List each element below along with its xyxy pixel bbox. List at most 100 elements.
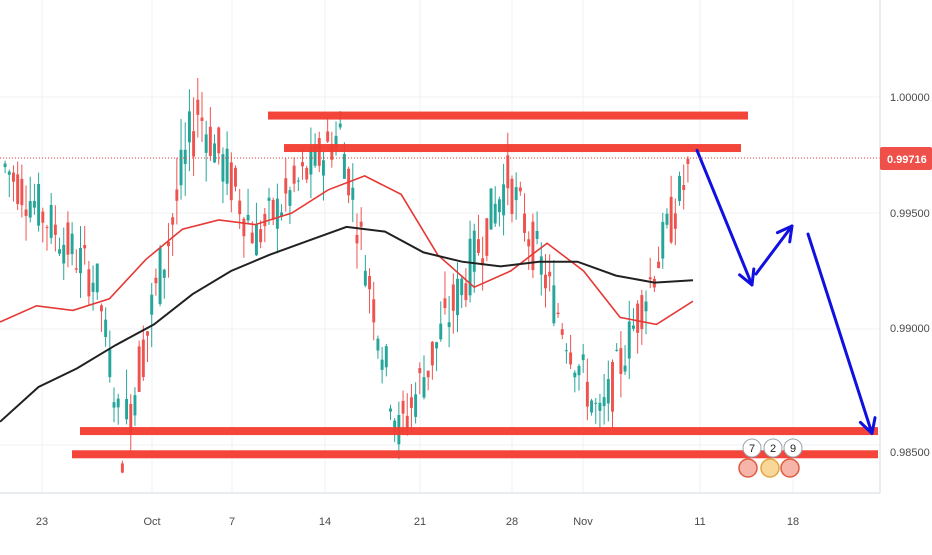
candle-body <box>179 149 183 186</box>
arrowhead <box>858 416 877 435</box>
candle-body <box>162 269 166 278</box>
horizontal-levels[interactable] <box>72 111 878 459</box>
candle-body <box>569 352 573 365</box>
price-axis[interactable]: 1.00000 0.99500 0.99000 0.98500 0.99716 <box>880 92 932 459</box>
economic-events[interactable]: 7 2 9 <box>738 438 803 478</box>
candle-body <box>146 331 149 336</box>
candle-body <box>45 226 49 228</box>
candle-body <box>594 402 598 404</box>
candle-body <box>263 213 267 227</box>
candle-body <box>678 175 681 201</box>
candle-body <box>476 239 480 253</box>
candle-body <box>321 160 325 176</box>
candle-body <box>217 127 221 154</box>
current-price-badge <box>880 147 932 170</box>
us-flag-icon <box>738 458 758 478</box>
candle-body <box>447 322 451 328</box>
candle-body <box>552 285 556 324</box>
event-badge-us[interactable]: 7 <box>738 438 762 478</box>
candle-body <box>20 178 24 206</box>
candle-body <box>125 398 129 420</box>
candle-body <box>7 171 11 175</box>
candle-body <box>468 238 472 296</box>
candle-body <box>506 155 510 189</box>
level-line-support-lower <box>72 450 878 459</box>
candle-body <box>238 200 242 215</box>
candle-body <box>644 301 648 312</box>
candle-body <box>83 244 87 249</box>
candle-body <box>12 172 15 182</box>
candle-body <box>518 187 522 192</box>
candle-body <box>234 167 237 187</box>
candle-body <box>158 247 162 304</box>
price-tick-label: 1.00000 <box>890 92 930 104</box>
time-axis[interactable]: 23 Oct 7 14 21 28 Nov 11 18 <box>36 516 799 528</box>
candle-body <box>523 213 526 233</box>
candle-body <box>229 162 233 201</box>
projection-arrow-down-2 <box>806 232 874 435</box>
candle-body <box>104 319 108 338</box>
candle-body <box>313 144 317 166</box>
candle-body <box>37 183 41 226</box>
ch-flag-icon <box>780 458 800 478</box>
candle-body <box>560 329 564 335</box>
candle-body <box>590 400 594 413</box>
arrowhead <box>775 224 794 244</box>
candle-body <box>213 143 217 163</box>
candle-body <box>296 180 300 182</box>
projection-arrows[interactable] <box>695 148 877 435</box>
event-badge-ch[interactable]: 9 <box>780 438 803 478</box>
event-badge-eu[interactable]: 2 <box>760 438 783 478</box>
level-line-resistance-top <box>268 111 748 120</box>
candle-body <box>472 230 476 272</box>
time-tick-label: Oct <box>143 516 160 528</box>
candle-body <box>456 278 459 316</box>
candle-body <box>284 178 288 194</box>
candle-body <box>259 229 263 243</box>
candle-body <box>95 263 99 293</box>
candle-body <box>493 203 497 224</box>
candle-body <box>661 221 665 259</box>
candle-body <box>627 321 631 359</box>
price-tick-label: 0.98500 <box>890 447 930 459</box>
candle-body <box>422 377 426 398</box>
candle-body <box>481 258 485 266</box>
time-tick-label: 11 <box>694 516 705 528</box>
candle-body <box>74 268 78 270</box>
candle-body <box>640 295 644 330</box>
candle-body <box>338 123 342 128</box>
candle-body <box>376 338 380 351</box>
candle-body <box>527 239 531 247</box>
event-count-bubble <box>742 438 762 458</box>
candle-body <box>405 415 409 429</box>
candle-body <box>137 346 141 392</box>
candle-body <box>611 361 614 412</box>
candle-body <box>326 131 330 142</box>
candle-body <box>288 190 292 206</box>
candle-body <box>648 277 652 280</box>
candle-body <box>615 349 619 351</box>
candle-body <box>70 233 74 255</box>
candle-body <box>414 394 418 417</box>
candle-body <box>460 278 464 296</box>
candles <box>3 77 690 474</box>
time-tick-label: Nov <box>573 516 593 528</box>
candle-body <box>598 402 602 411</box>
candle-body <box>577 365 581 376</box>
time-tick-label: 21 <box>414 516 426 528</box>
candle-body <box>200 117 204 121</box>
eu-flag-icon <box>760 458 780 478</box>
arrowhead <box>738 267 756 287</box>
candle-body <box>409 397 413 408</box>
candle-body <box>49 204 53 238</box>
candle-body <box>225 148 229 184</box>
candle-body <box>585 381 589 407</box>
candle-body <box>556 312 560 315</box>
candle-body <box>665 213 669 225</box>
price-tick-label: 0.99000 <box>890 323 930 335</box>
candle-body <box>451 284 455 311</box>
candle-body <box>196 99 200 115</box>
candle-body <box>657 261 661 269</box>
